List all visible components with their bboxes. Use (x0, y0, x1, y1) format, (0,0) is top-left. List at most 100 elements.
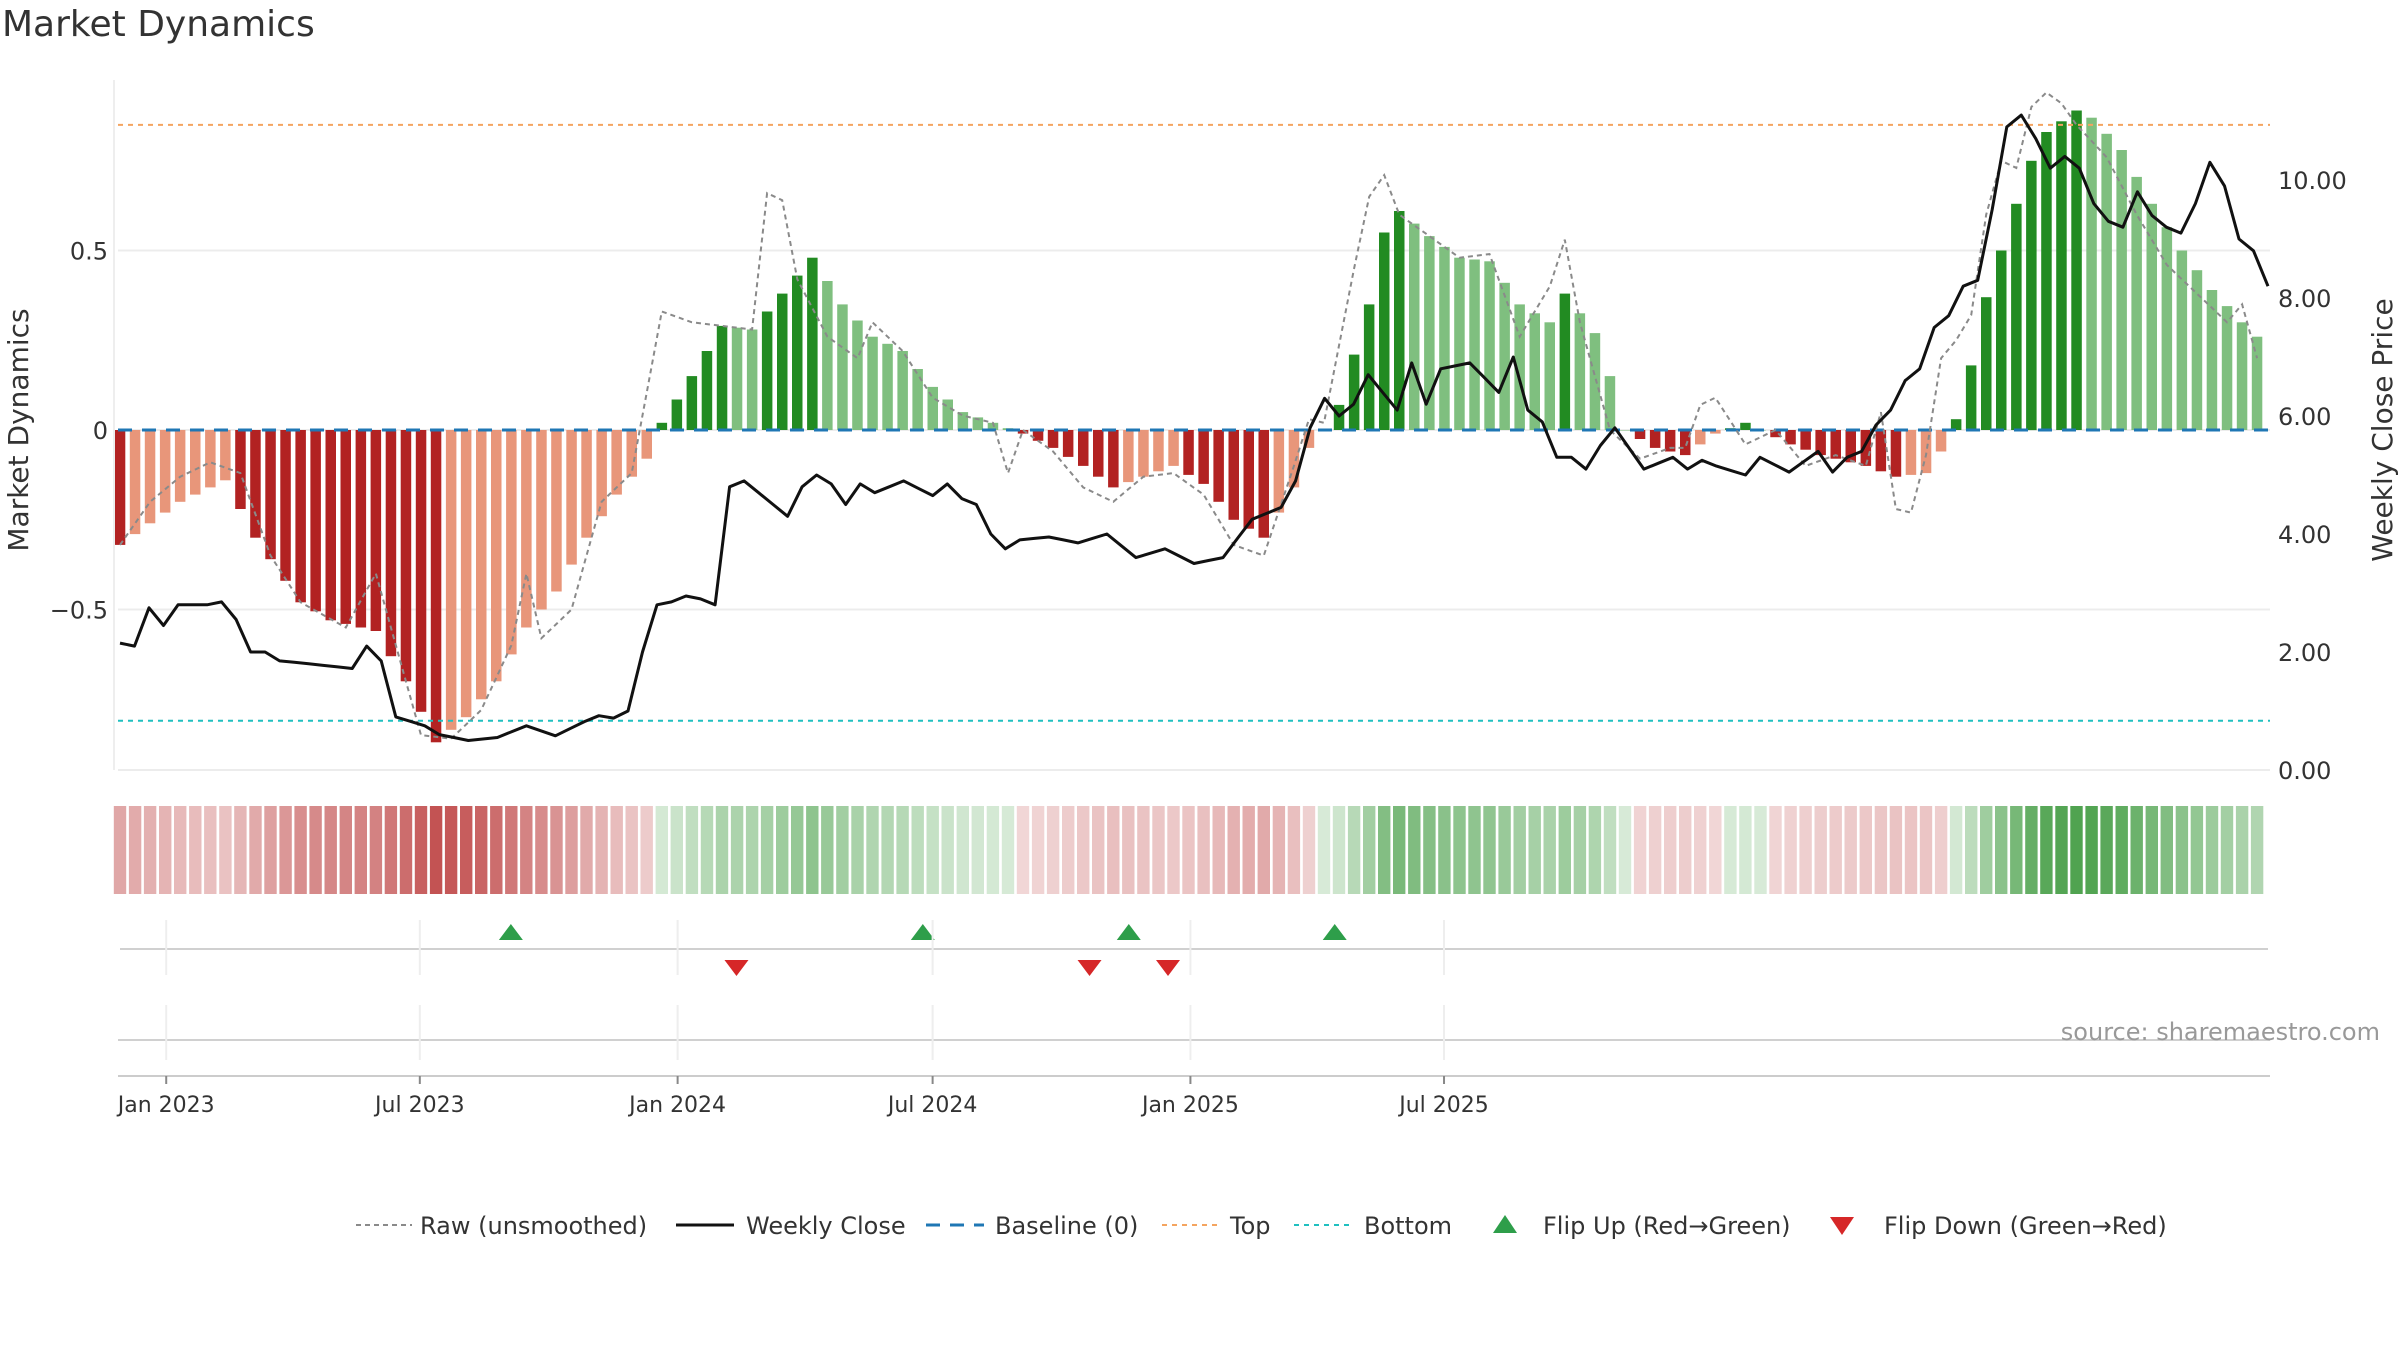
dynamics-bar (2176, 250, 2188, 430)
regime-cell (1257, 806, 1270, 894)
right-tick-label: 4.00 (2278, 521, 2331, 549)
regime-cell (1363, 806, 1376, 894)
regime-cell (444, 806, 458, 894)
regime-cell (354, 806, 367, 894)
right-tick-label: 8.00 (2278, 285, 2331, 313)
regime-cell (2145, 806, 2158, 894)
regime-cell (1949, 806, 1963, 894)
regime-cell (715, 806, 729, 894)
regime-cell (399, 806, 413, 894)
regime-cell (2205, 806, 2219, 894)
regime-cell (189, 806, 202, 894)
regime-cell (565, 806, 578, 894)
dynamics-bar (837, 304, 848, 430)
dynamics-bar (656, 422, 668, 430)
regime-cell (1889, 806, 1903, 894)
dynamics-bar (159, 430, 171, 513)
dynamics-bar (1965, 365, 1977, 430)
regime-cell (1934, 806, 1948, 894)
legend-flip-down-swatch (1830, 1217, 1854, 1235)
regime-cell (384, 806, 398, 894)
regime-cell (1077, 806, 1090, 894)
regime-cell (2160, 806, 2173, 894)
dynamics-bar (295, 430, 306, 603)
regime-cell (956, 806, 969, 894)
regime-cell (324, 806, 337, 894)
dynamics-bar (280, 430, 291, 581)
dynamics-bar (1574, 313, 1586, 430)
dynamics-bar (2221, 306, 2233, 430)
dynamics-bar (1649, 430, 1661, 448)
regime-cell (204, 806, 217, 894)
dynamics-bar (1108, 430, 1119, 488)
regime-cell (249, 806, 262, 894)
dynamics-bar (671, 399, 683, 430)
regime-cell (1393, 806, 1406, 894)
dynamics-bar (761, 311, 773, 430)
dynamics-bar (1680, 430, 1691, 456)
dynamics-bar (1529, 313, 1540, 430)
regime-cell (791, 806, 804, 894)
dynamics-bar (1123, 430, 1134, 483)
dynamics-bar (2116, 150, 2127, 430)
regime-cell (911, 806, 924, 894)
regime-cell (1874, 806, 1888, 894)
dynamics-bar (2086, 117, 2097, 430)
regime-cell (1965, 806, 1978, 894)
dynamics-bar (1695, 430, 1706, 445)
dynamics-bar (1183, 430, 1194, 475)
dynamics-bar (370, 430, 382, 631)
regime-cell (550, 806, 563, 894)
dynamics-bar (476, 430, 487, 700)
dynamics-bar (1845, 430, 1856, 463)
dynamics-bar (521, 430, 532, 628)
regime-cell (1603, 806, 1617, 894)
regime-cell (475, 806, 488, 894)
dynamics-bar (2191, 270, 2203, 430)
dynamics-bar (807, 257, 818, 430)
dynamics-bar (1078, 430, 1089, 466)
dynamics-bar (942, 399, 953, 430)
source-note: source: sharemaestro.com (2061, 1018, 2380, 1046)
dynamics-bar (1770, 430, 1781, 438)
regime-cell (1167, 806, 1180, 894)
regime-cell (971, 806, 984, 894)
dynamics-bar (2011, 203, 2022, 430)
regime-cell (821, 806, 834, 894)
left-tick-label: 0 (93, 417, 108, 445)
regime-cell (760, 806, 774, 894)
regime-cell (128, 806, 142, 894)
dynamics-bar (1409, 223, 1420, 430)
regime-cell (264, 806, 277, 894)
dynamics-bar (867, 336, 878, 430)
regime-cell (1137, 806, 1150, 894)
dynamics-bar (1348, 354, 1360, 430)
regime-cell (1513, 806, 1526, 894)
dynamics-bar (385, 430, 397, 657)
regime-cell (1242, 806, 1255, 894)
regime-cell (1709, 806, 1722, 894)
dynamics-bar (1815, 430, 1826, 456)
dynamics-bars (114, 110, 2263, 743)
dynamics-bar (1288, 430, 1300, 488)
dynamics-bar (1379, 232, 1390, 430)
dynamics-bar (1514, 304, 1525, 430)
regime-cell (1573, 806, 1587, 894)
x-axis: Jan 2023 Jul 2023 Jan 2024 Jul 2024 Jan 2025… (116, 920, 2270, 1118)
regime-cell (414, 806, 428, 894)
dynamics-bar (1228, 430, 1239, 520)
dynamics-bar (430, 430, 442, 743)
x-tick-label: Jan 2024 (627, 1093, 726, 1118)
regime-cell (159, 806, 172, 894)
regime-cell (881, 806, 894, 894)
left-axis-label: Market Dynamics (2, 308, 35, 551)
regime-cell (1152, 806, 1165, 894)
dynamics-bar (1062, 430, 1074, 457)
dynamics-bar (355, 430, 367, 628)
dynamics-bar (1093, 430, 1104, 477)
regime-cell (309, 806, 322, 894)
legend: Raw (unsmoothed) Weekly Close Baseline (0)… (356, 1212, 2167, 1240)
dynamics-bar (445, 430, 457, 730)
dynamics-bar (897, 351, 908, 430)
